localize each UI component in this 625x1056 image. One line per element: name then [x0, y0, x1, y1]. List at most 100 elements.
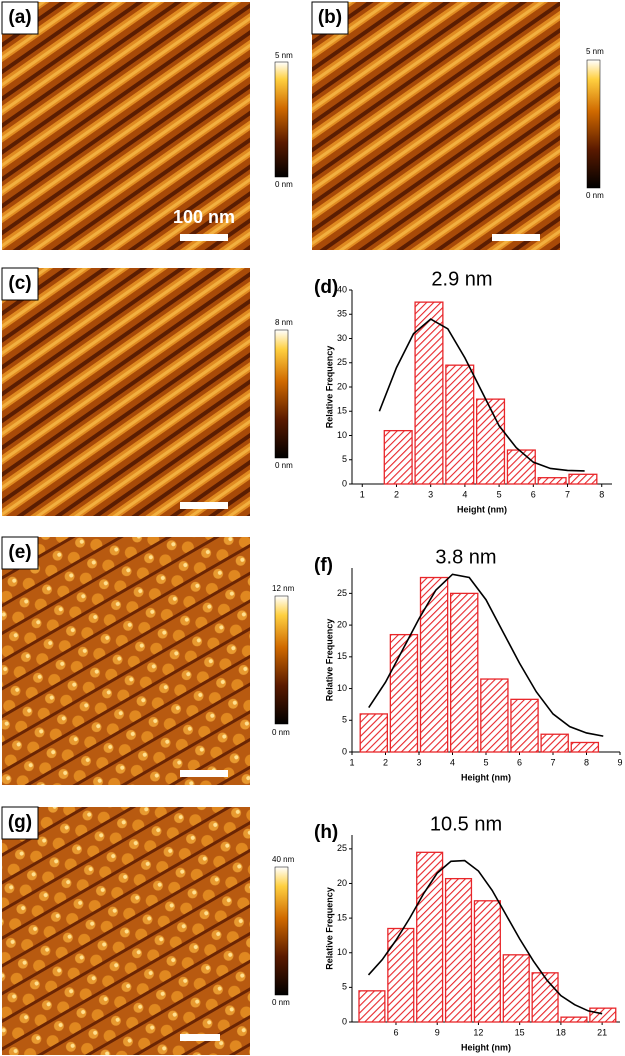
y-tick-label: 0: [342, 478, 347, 488]
x-tick-label: 1: [360, 489, 365, 499]
bar: [389, 633, 419, 753]
y-tick-label: 10: [337, 430, 347, 440]
bar: [480, 678, 509, 753]
panel-label: (d): [314, 277, 338, 298]
y-tick-label: 0: [342, 1016, 347, 1026]
fit-curve: [368, 573, 604, 737]
y-tick-label: 30: [337, 333, 347, 343]
panel-label: (c): [8, 273, 31, 294]
panel-label: (e): [8, 542, 31, 563]
bar: [387, 927, 415, 1023]
y-tick-label: 15: [337, 406, 347, 416]
scale-max: 5 nm: [586, 47, 604, 56]
bar: [570, 741, 600, 753]
y-tick-label: 35: [337, 309, 347, 319]
y-axis-label: Relative Frequency: [324, 887, 334, 970]
panel-label: (h): [314, 822, 338, 843]
x-tick-label: 6: [531, 489, 536, 499]
image-c: (c) 8 nm 0 nm: [1, 267, 293, 516]
bar: [359, 713, 389, 753]
scale-min: 0 nm: [586, 191, 604, 200]
x-tick-label: 8: [584, 757, 589, 767]
x-tick-label: 21: [597, 1027, 607, 1037]
x-tick-label: 1: [349, 757, 354, 767]
x-tick-label: 5: [497, 489, 502, 499]
y-tick-label: 25: [337, 588, 347, 598]
bar: [502, 954, 530, 1023]
fit-curve: [378, 318, 585, 472]
panel-label: (f): [314, 555, 333, 576]
x-tick-label: 2: [383, 757, 388, 767]
scale-bar-label: 100 nm: [173, 207, 235, 227]
x-tick-label: 4: [450, 757, 455, 767]
bar: [444, 877, 473, 1023]
x-axis-label: Height (nm): [461, 1042, 511, 1052]
y-tick-label: 15: [337, 651, 347, 661]
scale-max: 12 nm: [272, 584, 295, 593]
y-tick-label: 0: [342, 746, 347, 756]
x-tick-label: 9: [617, 757, 622, 767]
scale-min: 0 nm: [272, 728, 290, 737]
x-tick-label: 3: [428, 489, 433, 499]
bar: [510, 698, 539, 753]
x-tick-label: 5: [483, 757, 488, 767]
y-tick-label: 5: [342, 454, 347, 464]
bar: [537, 477, 567, 485]
bar: [383, 429, 413, 485]
image-g: (g) 40 nm 0 nm: [1, 806, 295, 1055]
bar: [540, 733, 569, 753]
fit-curve: [367, 859, 603, 1015]
bar: [506, 449, 536, 485]
y-tick-label: 25: [337, 843, 347, 853]
annotation: 10.5 nm: [430, 813, 502, 835]
bar: [589, 1007, 617, 1023]
bar: [476, 398, 506, 485]
x-tick-label: 6: [393, 1027, 398, 1037]
x-tick-label: 9: [435, 1027, 440, 1037]
y-axis-label: Relative Frequency: [324, 346, 334, 429]
panel-label: (a): [8, 7, 31, 28]
scale-max: 8 nm: [275, 318, 293, 327]
annotation: 2.9 nm: [431, 268, 492, 290]
y-tick-label: 20: [337, 878, 347, 888]
y-tick-label: 10: [337, 947, 347, 957]
x-tick-label: 3: [416, 757, 421, 767]
y-tick-label: 25: [337, 357, 347, 367]
scale-min: 0 nm: [275, 461, 293, 470]
scale-max: 40 nm: [272, 855, 295, 864]
y-tick-label: 20: [337, 381, 347, 391]
scale-min: 0 nm: [272, 998, 290, 1007]
bar: [449, 592, 479, 753]
x-tick-label: 18: [556, 1027, 566, 1037]
bar: [568, 473, 598, 485]
image-a: (a) 100 nm 5 nm 0 nm: [1, 1, 293, 250]
image-e: (e) 12 nm 0 nm: [1, 536, 295, 785]
y-tick-label: 10: [337, 683, 347, 693]
annotation: 3.8 nm: [435, 546, 496, 568]
x-axis-label: Height (nm): [461, 772, 511, 782]
y-tick-label: 20: [337, 619, 347, 629]
scale-min: 0 nm: [275, 180, 293, 189]
y-tick-label: 5: [342, 715, 347, 725]
x-axis-label: Height (nm): [457, 504, 507, 514]
x-tick-label: 15: [515, 1027, 525, 1037]
scale-max: 5 nm: [275, 51, 293, 60]
bar: [414, 301, 444, 485]
x-tick-label: 7: [565, 489, 570, 499]
bar: [416, 851, 444, 1023]
y-tick-label: 5: [342, 982, 347, 992]
x-tick-label: 4: [462, 489, 467, 499]
bar: [419, 576, 449, 753]
bar: [531, 972, 559, 1023]
bar: [445, 364, 475, 485]
x-tick-label: 2: [394, 489, 399, 499]
panel-label: (g): [8, 812, 32, 833]
panel-label: (b): [318, 7, 342, 28]
y-tick-label: 40: [337, 284, 347, 294]
x-tick-label: 6: [517, 757, 522, 767]
x-tick-label: 8: [599, 489, 604, 499]
image-b: (b) 5 nm 0 nm: [311, 1, 604, 250]
bar: [560, 1016, 588, 1023]
